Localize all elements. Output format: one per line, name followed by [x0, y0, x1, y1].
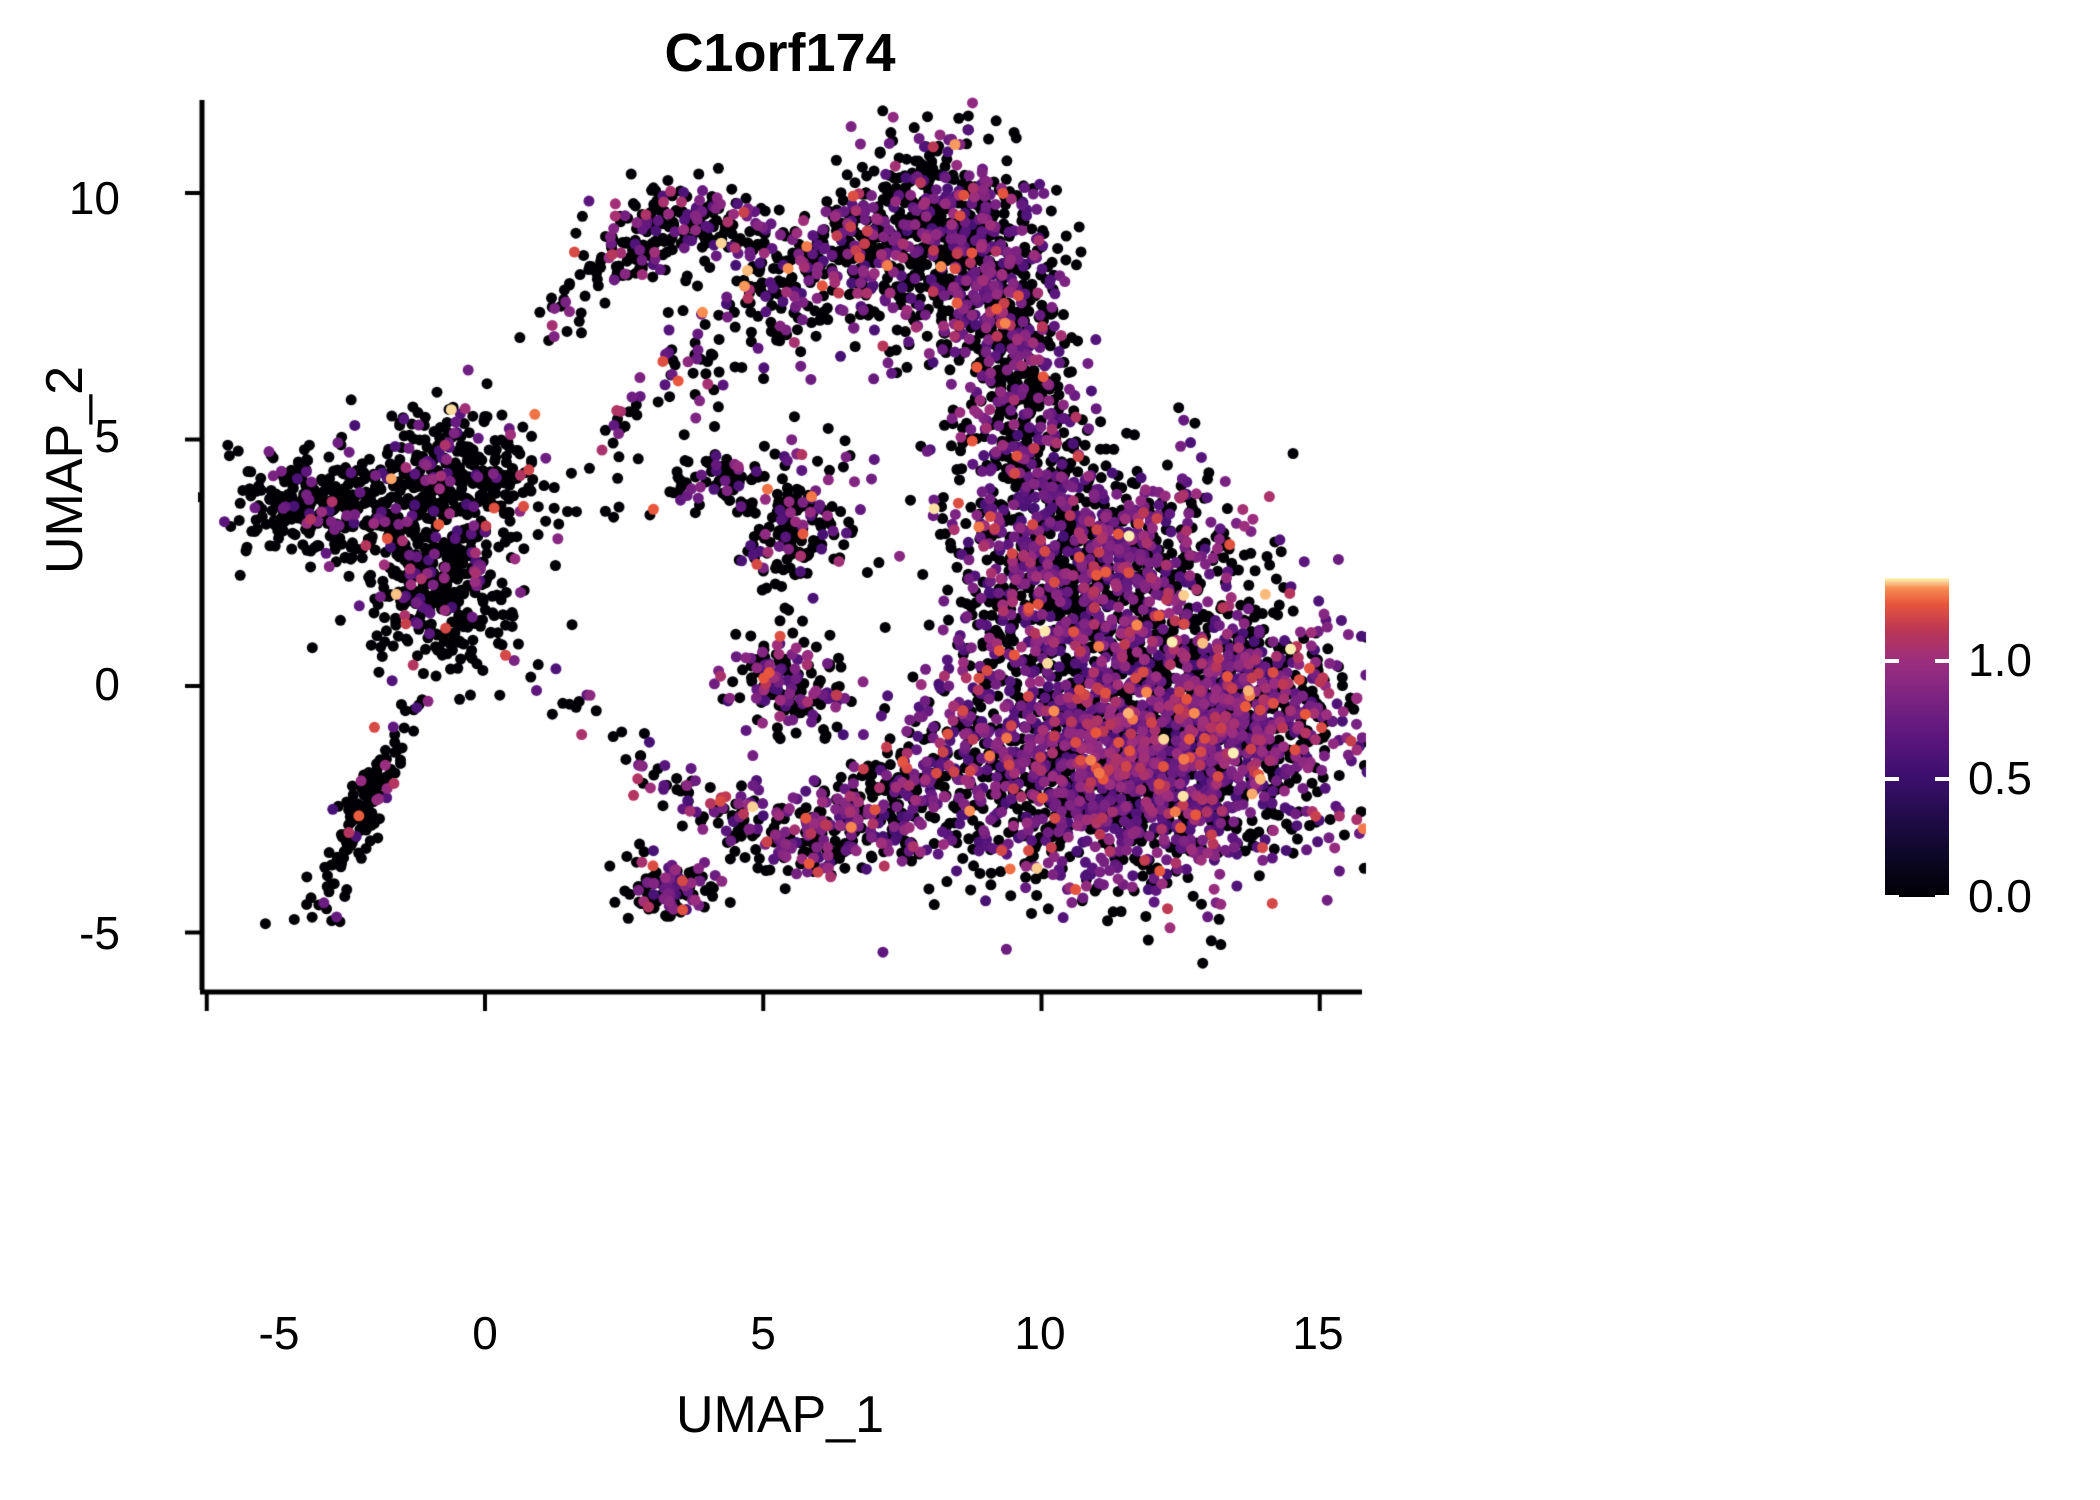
colorbar-tick-05 [1885, 776, 1899, 781]
colorbar-tick-label: 0.0 [1968, 870, 2032, 922]
colorbar-tick-1 [1885, 658, 1899, 663]
y-tick-label: -5 [79, 907, 120, 959]
colorbar-tick-label: 0.5 [1968, 751, 2032, 804]
x-tick-label: 15 [1292, 1307, 1344, 1359]
colorbar-tick-0 [1885, 895, 1899, 899]
colorbar-legend: 1.0 0.5 0.0 [1880, 570, 2080, 919]
colorbar-tick-label: 1.0 [1968, 633, 2032, 686]
colorbar-tick-05b [1935, 776, 1949, 781]
x-tick-label: 5 [750, 1307, 776, 1359]
x-tick-label: -5 [258, 1307, 300, 1359]
y-tick-label: 10 [68, 172, 120, 224]
y-tick-label: 0 [94, 658, 120, 710]
colorbar-tick-0b [1935, 895, 1949, 899]
x-tick-label: 0 [472, 1307, 498, 1359]
colorbar-tick-1b [1935, 658, 1949, 663]
y-tick-label: 5 [94, 410, 120, 462]
x-axis-title: UMAP_1 [675, 1386, 885, 1444]
colorbar-gradient [1885, 578, 1949, 897]
x-tick-label: 10 [1014, 1307, 1066, 1359]
y-axis-title: UMAP_2 [36, 365, 94, 575]
